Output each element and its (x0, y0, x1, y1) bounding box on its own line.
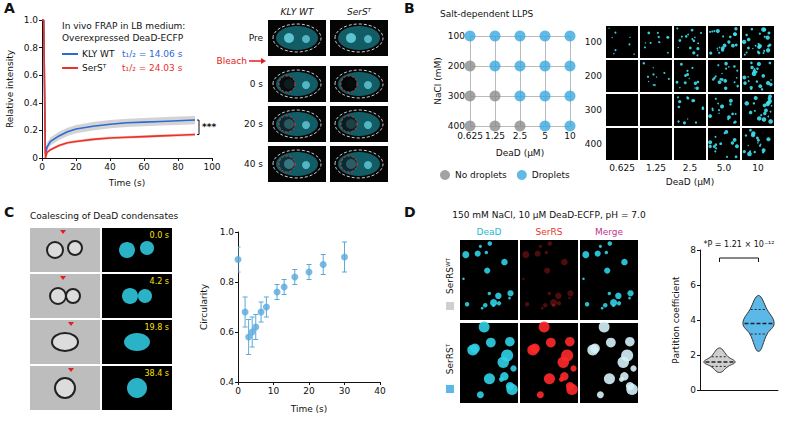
svg-text:6: 6 (690, 280, 696, 290)
svg-text:20: 20 (70, 162, 82, 172)
svg-text:0.8: 0.8 (24, 43, 39, 53)
svg-text:40 s: 40 s (244, 159, 263, 169)
svg-text:300: 300 (585, 105, 602, 115)
svg-text:100: 100 (203, 162, 220, 172)
svg-text:Time (s): Time (s) (290, 404, 328, 414)
svg-text:1.25: 1.25 (646, 163, 666, 173)
svg-text:SerRSᵂᵀ: SerRSᵂᵀ (445, 257, 455, 294)
svg-text:SerRS: SerRS (536, 227, 563, 237)
svg-text:D: D (404, 204, 416, 220)
svg-text:t₁/₂ = 24.03 s: t₁/₂ = 24.03 s (122, 63, 183, 73)
svg-text:0.625: 0.625 (609, 163, 635, 173)
svg-text:SerSᵀ: SerSᵀ (82, 63, 107, 73)
svg-text:0: 0 (32, 153, 38, 163)
svg-text:60: 60 (138, 162, 150, 172)
svg-text:t₁/₂ = 14.06 s: t₁/₂ = 14.06 s (122, 49, 183, 59)
svg-text:0.0 s: 0.0 s (150, 231, 169, 240)
svg-text:4.2 s: 4.2 s (150, 277, 169, 286)
svg-text:10: 10 (752, 163, 764, 173)
svg-text:NaCl (mM): NaCl (mM) (433, 57, 443, 104)
svg-text:No droplets: No droplets (455, 170, 507, 180)
svg-text:0.4: 0.4 (24, 98, 39, 108)
svg-text:***: *** (202, 122, 216, 132)
svg-text:0 s: 0 s (250, 79, 264, 89)
svg-text:SerRSᵀ: SerRSᵀ (445, 343, 455, 374)
svg-text:Coalescing of DeaD condensates: Coalescing of DeaD condensates (30, 211, 178, 221)
svg-text:100: 100 (585, 37, 602, 47)
svg-text:Circularity: Circularity (199, 283, 209, 330)
svg-text:1.25: 1.25 (485, 131, 505, 141)
svg-text:DeaD (μM): DeaD (μM) (496, 148, 544, 158)
svg-text:0.8: 0.8 (220, 277, 235, 287)
svg-text:10: 10 (564, 131, 576, 141)
svg-text:Droplets: Droplets (532, 170, 570, 180)
svg-text:2.5: 2.5 (513, 131, 527, 141)
svg-text:150 mM NaCl, 10 μM DeaD-ECFP,: 150 mM NaCl, 10 μM DeaD-ECFP, pH = 7.0 (452, 210, 646, 220)
svg-text:0: 0 (690, 385, 696, 395)
svg-text:1.0: 1.0 (24, 15, 39, 25)
svg-text:0.6: 0.6 (24, 70, 39, 80)
svg-text:In vivo FRAP in LB medium:: In vivo FRAP in LB medium: (62, 21, 185, 31)
svg-text:19.8 s: 19.8 s (144, 323, 169, 332)
svg-text:Partition coefficient: Partition coefficient (671, 276, 681, 364)
svg-text:80: 80 (172, 162, 184, 172)
svg-text:300: 300 (448, 91, 465, 101)
svg-text:Time (s): Time (s) (108, 178, 146, 188)
svg-text:Pre: Pre (249, 33, 264, 43)
svg-text:KLY WT: KLY WT (281, 7, 315, 17)
svg-text:40: 40 (104, 162, 116, 172)
svg-text:5: 5 (542, 131, 548, 141)
svg-text:100: 100 (448, 31, 465, 41)
svg-text:1.0: 1.0 (220, 227, 235, 237)
svg-text:30: 30 (339, 386, 351, 396)
svg-text:2: 2 (690, 350, 696, 360)
svg-text:5.0: 5.0 (717, 163, 732, 173)
svg-text:Merge: Merge (595, 227, 624, 237)
svg-text:400: 400 (585, 139, 602, 149)
svg-text:KLY WT: KLY WT (82, 49, 115, 59)
svg-text:0: 0 (235, 386, 241, 396)
svg-text:DeaD: DeaD (477, 227, 502, 237)
svg-text:DeaD (μM): DeaD (μM) (666, 177, 714, 187)
svg-text:20 s: 20 s (244, 119, 263, 129)
svg-text:40: 40 (374, 386, 386, 396)
svg-text:B: B (404, 0, 415, 16)
svg-text:0.6: 0.6 (220, 327, 235, 337)
svg-text:SerSᵀ: SerSᵀ (347, 7, 372, 17)
svg-text:0.4: 0.4 (220, 377, 235, 387)
svg-text:400: 400 (448, 121, 465, 131)
svg-text:38.4 s: 38.4 s (144, 369, 169, 378)
svg-text:Bleach: Bleach (217, 56, 247, 66)
svg-text:2.5: 2.5 (683, 163, 697, 173)
svg-text:Relative intensity: Relative intensity (5, 49, 15, 128)
svg-text:10: 10 (268, 386, 280, 396)
svg-text:0.625: 0.625 (457, 131, 483, 141)
svg-text:C: C (4, 204, 14, 220)
svg-text:0: 0 (39, 162, 45, 172)
svg-text:20: 20 (303, 386, 315, 396)
svg-text:200: 200 (585, 71, 602, 81)
svg-text:Overexpressed DeaD-ECFP: Overexpressed DeaD-ECFP (62, 33, 184, 43)
svg-text:0.2: 0.2 (24, 125, 38, 135)
svg-text:A: A (4, 0, 15, 16)
svg-text:8: 8 (690, 245, 696, 255)
svg-text:4: 4 (690, 315, 696, 325)
svg-text:Salt-dependent LLPS: Salt-dependent LLPS (440, 9, 534, 19)
svg-text:*P = 1.21 × 10⁻¹²: *P = 1.21 × 10⁻¹² (703, 240, 774, 249)
svg-text:200: 200 (448, 61, 465, 71)
